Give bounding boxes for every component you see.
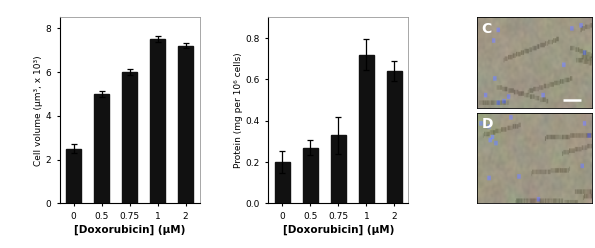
X-axis label: [Doxorubicin] (μM): [Doxorubicin] (μM) (283, 225, 394, 235)
Bar (331, 135, 346, 203)
Text: B: B (237, 0, 251, 2)
X-axis label: [Doxorubicin] (μM): [Doxorubicin] (μM) (74, 225, 185, 235)
Bar (275, 162, 290, 203)
Y-axis label: Protein (mg per 10⁶ cells): Protein (mg per 10⁶ cells) (234, 53, 243, 168)
Bar (66, 149, 82, 203)
Bar (359, 55, 374, 203)
Y-axis label: Cell volume (μm³, x 10³): Cell volume (μm³, x 10³) (34, 55, 43, 166)
Bar (122, 72, 137, 203)
Text: D: D (481, 117, 493, 131)
Bar (387, 71, 402, 203)
Bar (150, 39, 165, 203)
Text: C: C (481, 22, 492, 36)
Bar (303, 148, 318, 203)
Bar (94, 94, 109, 203)
Bar (178, 46, 193, 203)
Text: A: A (29, 0, 42, 2)
